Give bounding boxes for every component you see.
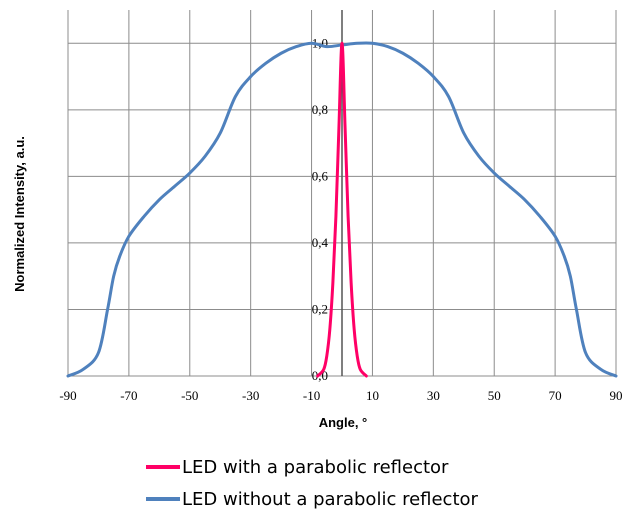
chart-grid bbox=[67, 10, 617, 377]
x-tick-labels: -90 -70 -50 -30 -10 10 30 50 70 90 bbox=[59, 388, 622, 403]
chart-series bbox=[66, 41, 618, 378]
x-tick-label: 50 bbox=[488, 388, 501, 403]
x-tick-label: -30 bbox=[242, 388, 259, 403]
x-axis-label: Angle, ° bbox=[319, 415, 368, 430]
x-tick-label: 10 bbox=[366, 388, 379, 403]
y-tick-label: 0,2 bbox=[312, 301, 328, 316]
chart-legend: LED with a parabolic reflector LED withou… bbox=[146, 457, 479, 510]
legend-label: LED without a parabolic reflector bbox=[182, 489, 479, 510]
x-tick-label: -90 bbox=[59, 388, 76, 403]
x-tick-label: 70 bbox=[549, 388, 562, 403]
x-tick-label: -70 bbox=[120, 388, 137, 403]
y-tick-label: 0,8 bbox=[312, 102, 328, 117]
x-tick-label: -10 bbox=[303, 388, 320, 403]
x-tick-label: 30 bbox=[427, 388, 440, 403]
y-axis-label: Normalized Intensity, a.u. bbox=[12, 136, 27, 292]
legend-label: LED with a parabolic reflector bbox=[182, 457, 449, 478]
series-line-with-reflector bbox=[316, 41, 368, 378]
x-tick-label: 90 bbox=[610, 388, 623, 403]
x-tick-label: -50 bbox=[181, 388, 198, 403]
y-tick-label: 0,4 bbox=[312, 235, 329, 250]
y-tick-label: 0,6 bbox=[312, 168, 329, 183]
y-tick-labels: 0,00,20,40,60,81,0 bbox=[312, 35, 329, 383]
